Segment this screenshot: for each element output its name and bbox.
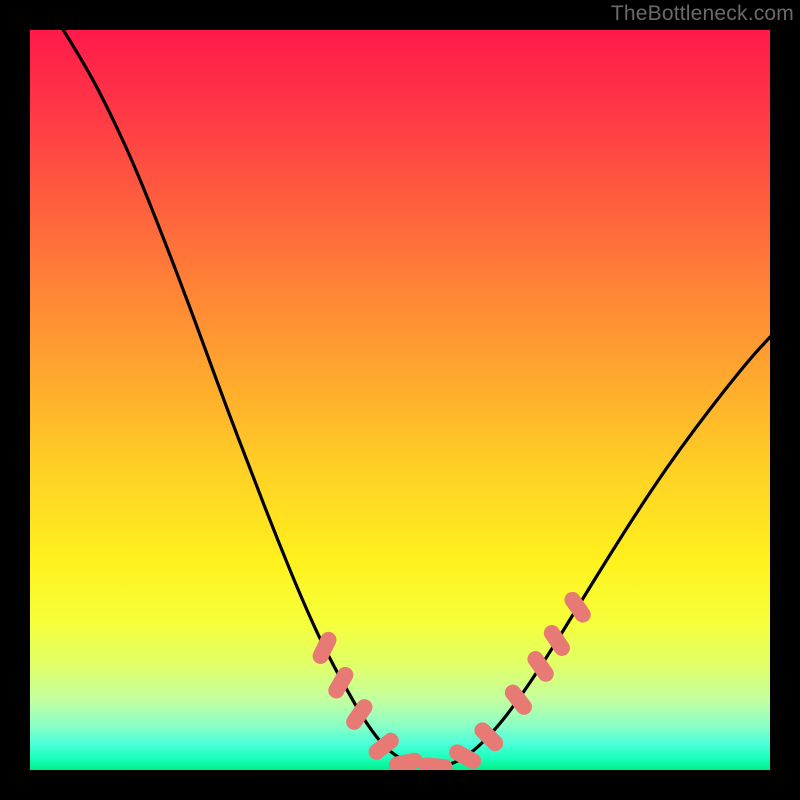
watermark-text: TheBottleneck.com [611,2,794,26]
chart-frame: TheBottleneck.com [0,0,800,800]
gradient-background [30,30,770,770]
bottleneck-curve-chart [0,0,800,800]
